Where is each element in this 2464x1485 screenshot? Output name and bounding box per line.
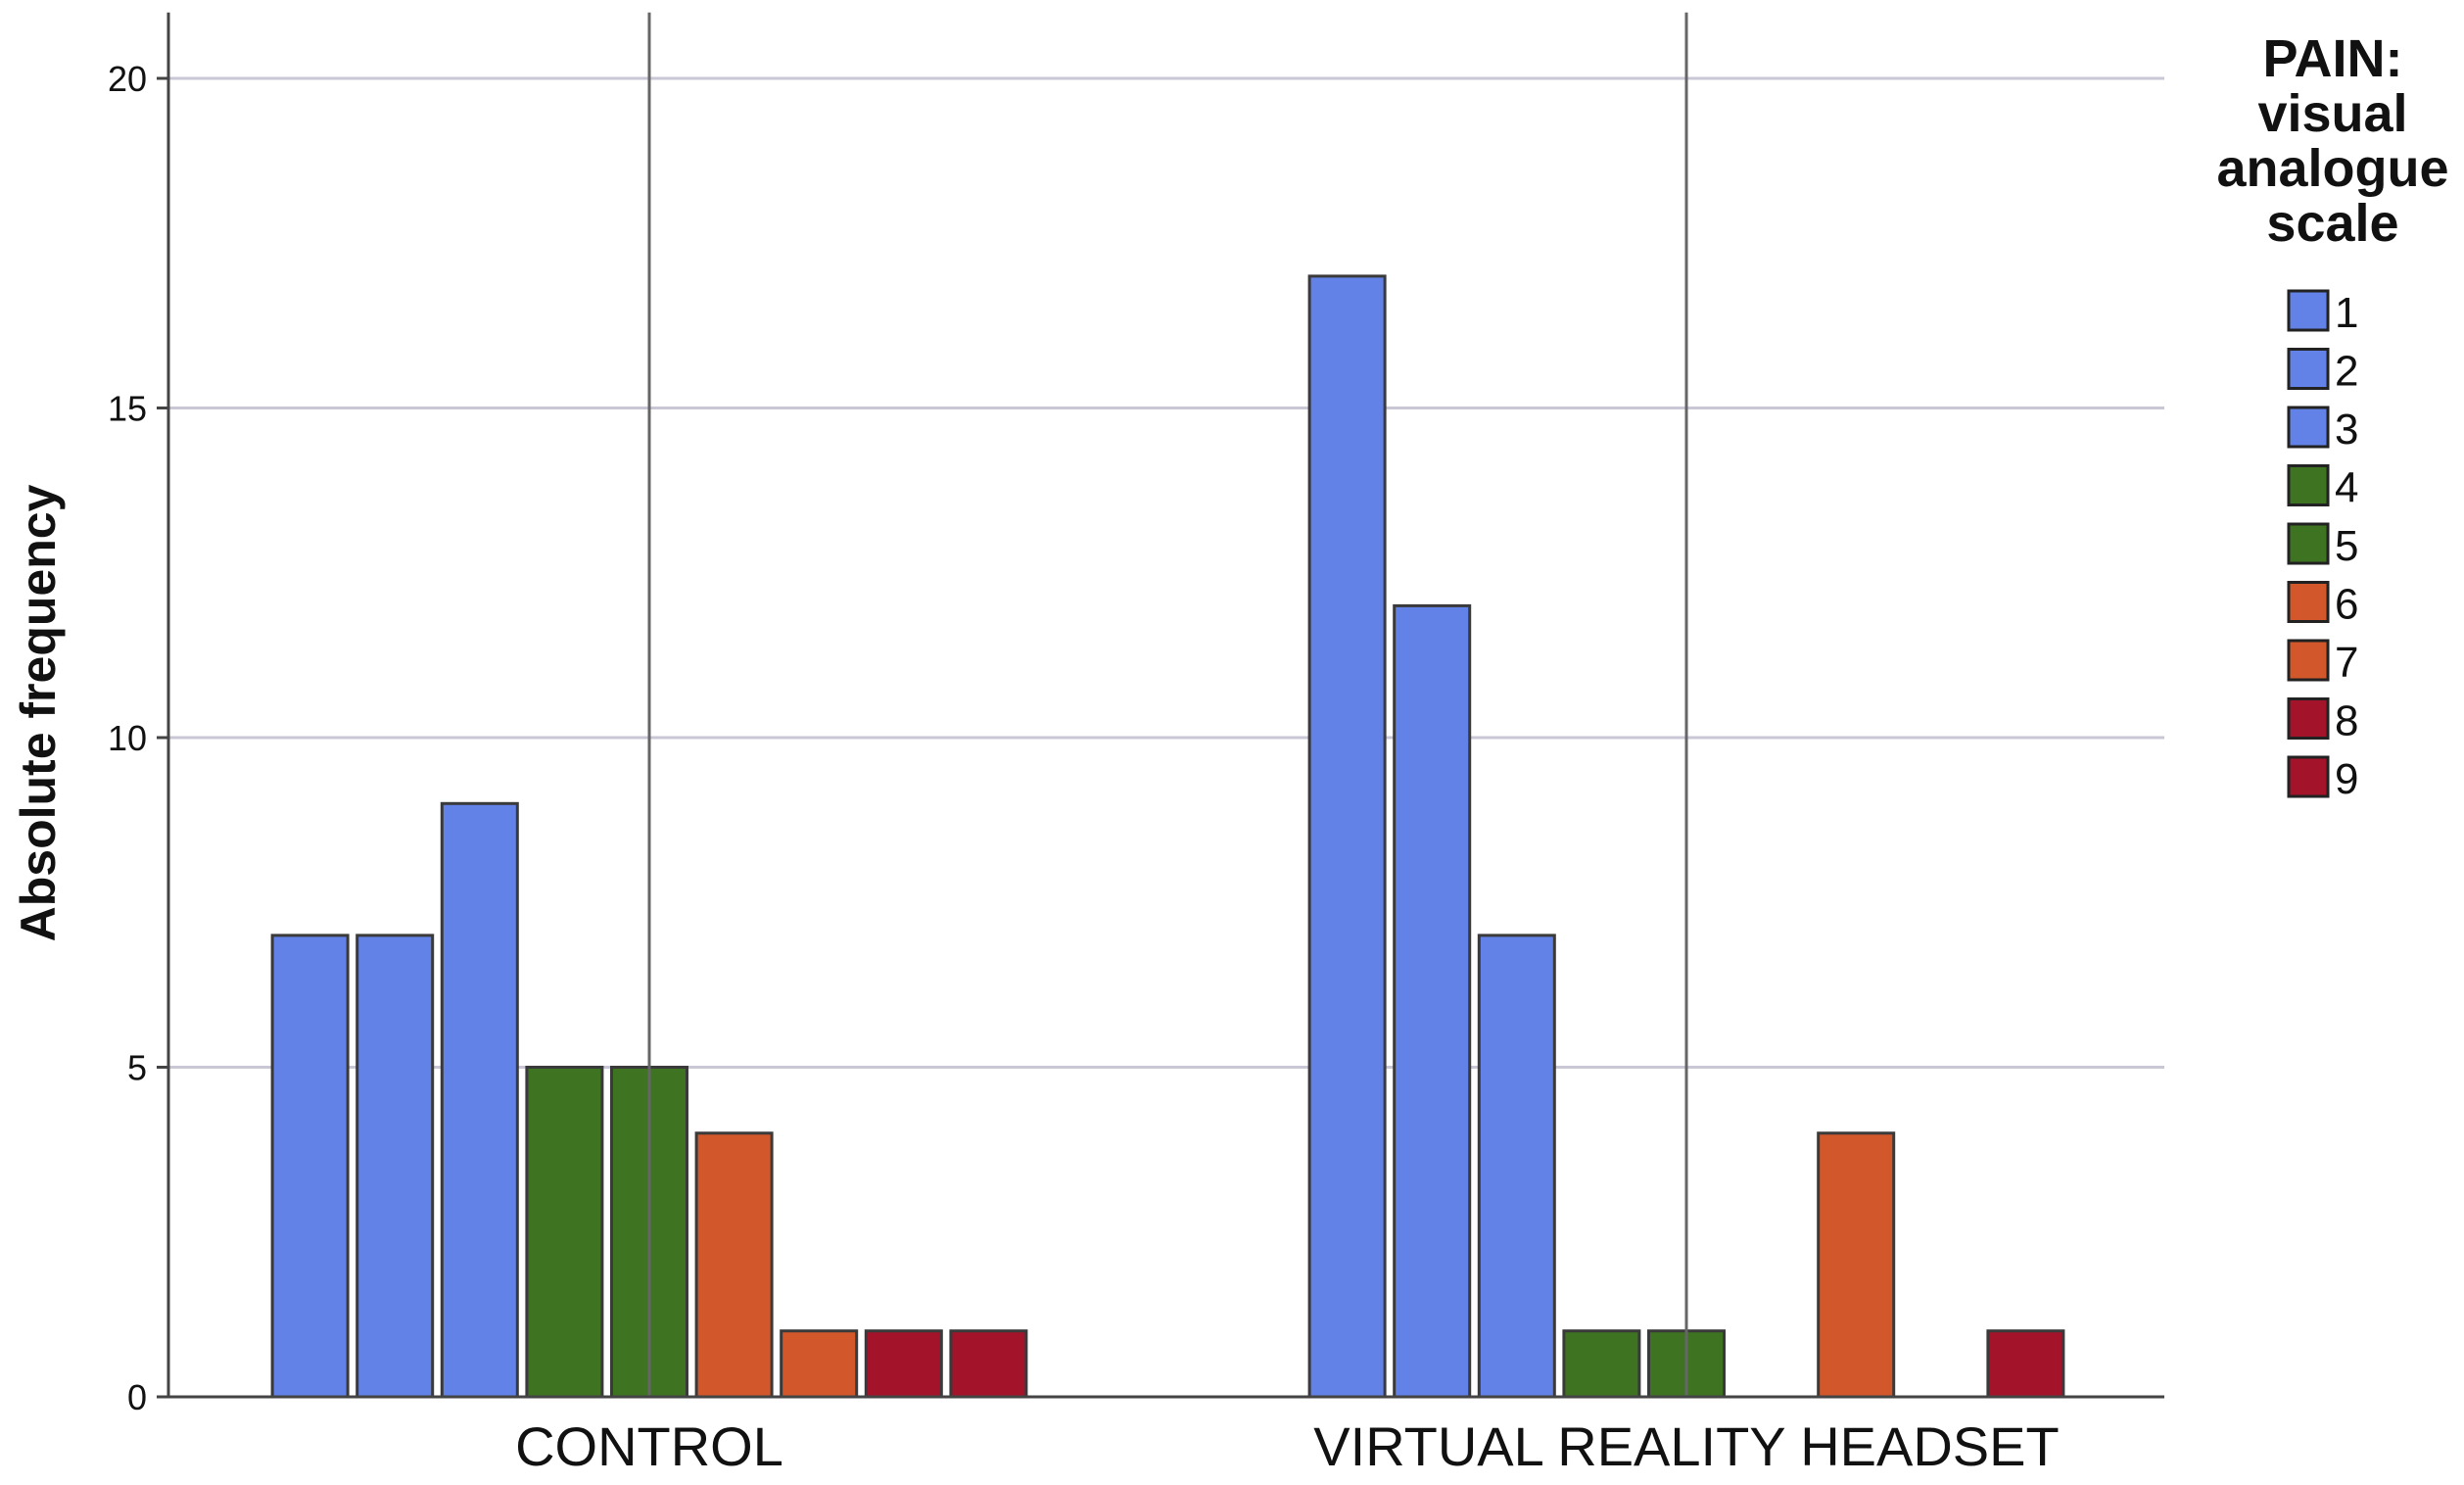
bar-control-6 [694,1131,774,1399]
bar-vr-headset-4 [1562,1329,1641,1399]
bar-vr-headset-3 [1477,934,1556,1399]
bar-control-1 [270,934,350,1399]
legend-swatch-5 [2287,522,2330,565]
bar-control-4 [525,1066,604,1399]
legend-label-3: 3 [2335,406,2358,454]
legend-label-2: 2 [2335,348,2358,396]
bar-control-8 [864,1329,943,1399]
bar-control-3 [440,801,519,1399]
legend-title-line-1: PAIN: [2263,29,2403,88]
y-tick-label-0: 0 [127,1377,147,1417]
legend-swatch-2 [2287,348,2330,390]
x-tick-label-2: VIRTUAL REALITY HEADSET [1313,1415,2059,1477]
legend-title-line-4: scale [2266,194,2398,253]
legend-swatch-9 [2287,755,2330,798]
y-axis-title: Absolute frequency [11,484,66,941]
bar-vr-headset-9 [1986,1329,2065,1399]
legend-label-5: 5 [2335,522,2358,570]
legend-label-7: 7 [2335,639,2358,687]
bar-vr-headset-7 [1817,1131,1896,1399]
y-tick-label-15: 15 [108,389,147,429]
legend-swatch-1 [2287,289,2330,332]
legend-label-6: 6 [2335,581,2358,629]
bar-control-2 [355,934,435,1399]
bar-control-7 [780,1329,859,1399]
bar-vr-headset-2 [1393,603,1472,1399]
legend-title-line-3: analogue [2216,139,2448,198]
y-tick-label-5: 5 [127,1048,147,1088]
grid-layer [168,76,2164,1069]
legend-label-4: 4 [2335,464,2358,512]
legend-title-line-2: visual [2257,84,2407,143]
axes-layer: 0 5 10 15 20 CONTROL VIRTUAL REALITY HEADSET Ab… [11,12,2164,1477]
legend-swatch-8 [2287,697,2330,740]
legend-swatch-6 [2287,581,2330,623]
legend-label-8: 8 [2335,697,2358,745]
bar-control-9 [949,1329,1028,1399]
legend-label-1: 1 [2335,289,2358,337]
bar-vr-headset-1 [1307,274,1387,1399]
legend-label-9: 9 [2335,755,2358,803]
legend-swatch-4 [2287,464,2330,506]
y-tick-label-20: 20 [108,59,147,99]
x-tick-label-1: CONTROL [515,1415,783,1477]
legend-swatch-7 [2287,639,2330,682]
legend-swatch-3 [2287,406,2330,449]
y-tick-label-10: 10 [108,718,147,758]
bars-layer [270,274,2065,1399]
